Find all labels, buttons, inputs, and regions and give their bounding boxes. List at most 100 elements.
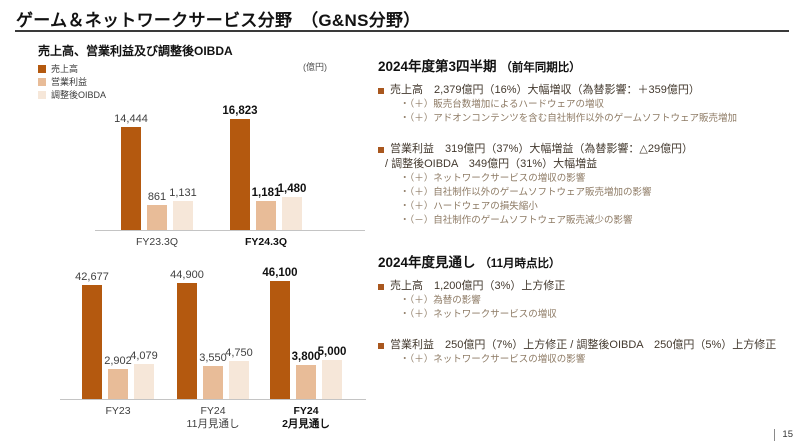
- bar-operating-income: 3,550: [199, 352, 227, 399]
- bar-operating-income: 3,800: [292, 351, 320, 399]
- sub-bullet: ・（＋）ネットワークサービスの増収: [400, 309, 557, 320]
- bullet-text: 営業利益 250億円（7%）上方修正 / 調整後OIBDA 250億円（5%）上…: [390, 339, 777, 351]
- bullet-text: 売上高 1,200億円（3%）上方修正: [390, 280, 566, 292]
- operating-income-swatch-icon: [38, 77, 46, 86]
- bullet-line: 営業利益 319億円（37%）大幅増益（為替影響：△29億円）: [378, 142, 792, 157]
- legend-item-operating-income: 営業利益: [38, 75, 106, 88]
- bar-value-label: 1,181: [251, 187, 281, 199]
- bullet-text: 売上高 2,379億円（16%）大幅増収（為替影響：＋359億円）: [390, 84, 700, 96]
- annual-forecast-bar-chart: 42,677 2,902 4,079 44,900 3,550 4,750 46…: [60, 258, 366, 430]
- bar-value-label: 3,800: [291, 351, 321, 363]
- legend-item-oibda: 調整後OIBDA: [38, 88, 106, 101]
- bar-value-label: 44,900: [170, 269, 204, 281]
- category-label: FY24 2月見通し: [282, 405, 330, 430]
- chart-section-title: 売上高、営業利益及び調整後OIBDA: [38, 44, 233, 58]
- bar: [322, 360, 342, 399]
- bar-value-label: 14,444: [114, 113, 148, 125]
- bar-value-label: 4,750: [225, 347, 253, 359]
- bar-value-label: 1,480: [277, 183, 307, 195]
- bar-sales: 46,100: [262, 267, 298, 399]
- x-axis-line: [60, 399, 366, 400]
- category-label: FY24.3Q: [244, 236, 288, 248]
- page-number: 15: [774, 429, 793, 441]
- chart-legend: 売上高 営業利益 調整後OIBDA: [38, 62, 106, 101]
- commentary-panel: 2024年度第3四半期 （前年同期比） 売上高 2,379億円（16%）大幅増収…: [378, 58, 792, 383]
- bar-value-label: 16,823: [222, 105, 258, 117]
- category-label: FY23.3Q: [135, 236, 179, 248]
- sub-bullet: ・（＋）販売台数増加によるハードウェアの増収: [400, 99, 604, 110]
- bar-sales: 14,444: [114, 113, 148, 230]
- bullet-text: 営業利益 319億円（37%）大幅増益（為替影響：△29億円）: [390, 143, 694, 155]
- bar-sales: 42,677: [75, 271, 109, 399]
- bar: [121, 127, 141, 230]
- bar-value-label: 861: [147, 191, 167, 203]
- section-heading-note: （11月時点比）: [479, 258, 561, 270]
- bar: [203, 366, 223, 399]
- bar-oibda: 4,079: [130, 350, 158, 399]
- plot-area: 42,677 2,902 4,079 44,900 3,550 4,750 46…: [60, 258, 366, 400]
- bar-value-label: 3,550: [199, 352, 227, 364]
- bar: [173, 201, 193, 230]
- bullet-block-sales: 売上高 1,200億円（3%）上方修正 ・（＋）為替の影響 ・（＋）ネットワーク…: [378, 279, 792, 322]
- bar: [134, 364, 154, 399]
- bar-group: 42,677 2,902 4,079: [75, 271, 158, 399]
- bar-value-label: 4,079: [130, 350, 158, 362]
- plot-area: 14,444 861 1,131 16,823 1,181 1,480: [95, 100, 365, 231]
- bar-operating-income: 2,902: [104, 355, 132, 399]
- bar-sales: 16,823: [222, 105, 258, 230]
- bar-operating-income: 861: [147, 191, 167, 230]
- sub-bullet: ・（＋）アドオンコンテンツを含む自社制作以外のゲームソフトウェア販売増加: [400, 113, 737, 124]
- legend-label: 調整後OIBDA: [51, 90, 107, 100]
- legend-label: 営業利益: [51, 77, 88, 87]
- sub-bullet: ・（＋）ネットワークサービスの増収の影響: [400, 354, 586, 365]
- bar-oibda: 1,131: [169, 187, 197, 230]
- legend-label: 売上高: [51, 64, 79, 74]
- x-axis-line: [95, 230, 365, 231]
- bullet-line: 売上高 1,200億円（3%）上方修正: [378, 279, 792, 294]
- bar: [108, 369, 128, 399]
- bar-group: 14,444 861 1,131: [114, 113, 197, 230]
- bar-operating-income: 1,181: [252, 187, 280, 230]
- bar-value-label: 46,100: [262, 267, 298, 279]
- quarterly-bar-chart: 14,444 861 1,131 16,823 1,181 1,480 FY23…: [95, 100, 365, 248]
- bar-group: 46,100 3,800 5,000: [262, 267, 346, 399]
- bullet-continuation: / 調整後OIBDA 349億円（31%）大幅増益: [385, 158, 598, 170]
- bar-oibda: 1,480: [278, 183, 306, 230]
- category-label: FY24 11月見通し: [186, 405, 240, 430]
- bar-value-label: 2,902: [104, 355, 132, 367]
- bar-value-label: 42,677: [75, 271, 109, 283]
- sub-bullet: ・（－）自社制作のゲームソフトウェア販売減少の影響: [400, 215, 633, 226]
- legend-item-sales: 売上高: [38, 62, 106, 75]
- bullet-block-operating-income: 営業利益 250億円（7%）上方修正 / 調整後OIBDA 250億円（5%）上…: [378, 338, 792, 367]
- title-underline: [15, 30, 789, 32]
- bar-group: 44,900 3,550 4,750: [170, 269, 253, 399]
- bullet-square-icon: [378, 147, 384, 153]
- bar: [270, 281, 290, 399]
- bar: [229, 361, 249, 399]
- sales-swatch-icon: [38, 64, 46, 73]
- bar: [230, 119, 250, 230]
- bullet-square-icon: [378, 88, 384, 94]
- bar: [147, 205, 167, 230]
- bullet-line: 売上高 2,379億円（16%）大幅増収（為替影響：＋359億円）: [378, 83, 792, 98]
- bar: [296, 365, 316, 399]
- section-q3-results: 2024年度第3四半期 （前年同期比） 売上高 2,379億円（16%）大幅増収…: [378, 58, 792, 228]
- sub-bullet: ・（＋）ハードウェアの損失縮小: [400, 201, 538, 212]
- bar-oibda: 4,750: [225, 347, 253, 399]
- bar: [82, 285, 102, 399]
- sub-bullet: ・（＋）自社制作以外のゲームソフトウェア販売増加の影響: [400, 187, 652, 198]
- section-heading-note: （前年同期比）: [500, 62, 581, 74]
- bar-oibda: 5,000: [318, 346, 346, 399]
- bullet-square-icon: [378, 284, 384, 290]
- bar-sales: 44,900: [170, 269, 204, 399]
- bar-value-label: 1,131: [169, 187, 197, 199]
- sub-bullet: ・（＋）ネットワークサービスの増収の影響: [400, 173, 586, 184]
- section-heading-text: 2024年度第3四半期: [378, 59, 497, 74]
- bar-group: 16,823 1,181 1,480: [222, 105, 306, 230]
- section-fy-outlook: 2024年度見通し （11月時点比） 売上高 1,200億円（3%）上方修正 ・…: [378, 254, 792, 367]
- bar: [282, 197, 302, 230]
- category-label: FY23: [105, 405, 131, 417]
- bar: [177, 283, 197, 399]
- bullet-square-icon: [378, 343, 384, 349]
